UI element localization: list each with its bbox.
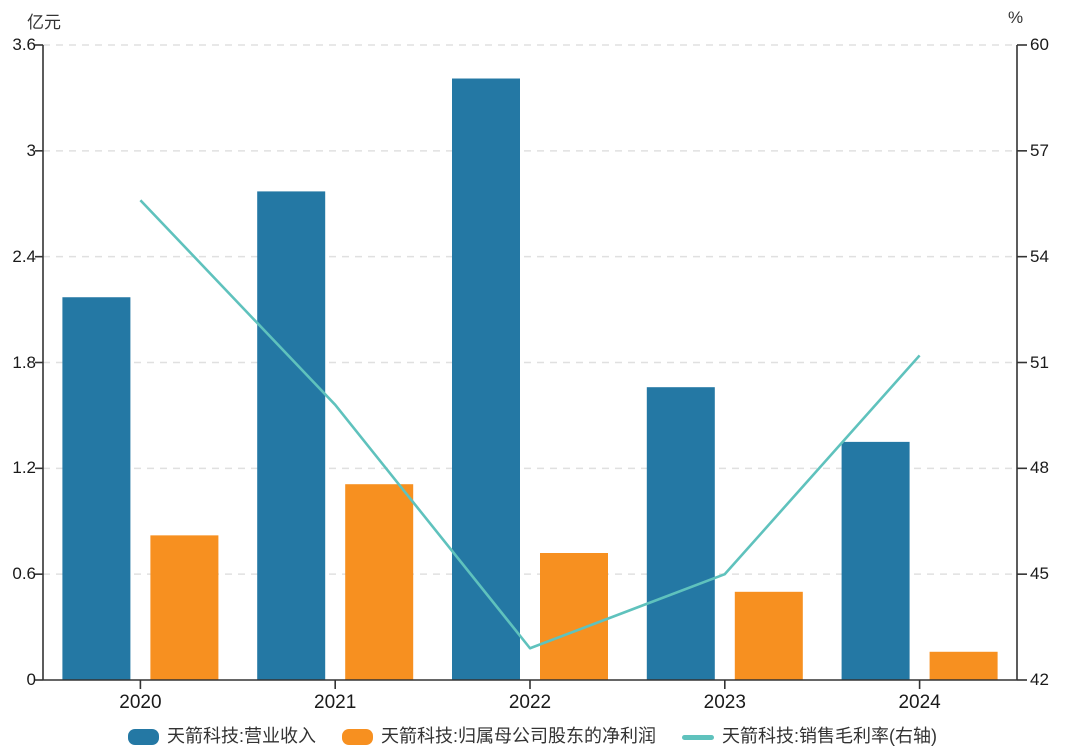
left-tick-label: 0: [26, 670, 36, 689]
revenue-bar-2022: [452, 78, 520, 680]
net-profit-legend-swatch: [342, 729, 373, 745]
legend-item-net-profit: 天箭科技:归属母公司股东的净利润: [342, 726, 656, 748]
left-tick-label: 0.6: [12, 564, 36, 584]
x-axis-label-2024: 2024: [898, 692, 941, 713]
right-tick-label: 57: [1030, 140, 1049, 160]
right-tick-label: 48: [1030, 458, 1049, 478]
x-axis-label-2020: 2020: [119, 692, 162, 713]
left-axis-title: 亿元: [27, 13, 61, 32]
net-profit-bar-2020: [150, 535, 219, 680]
right-tick-label: 51: [1030, 352, 1049, 372]
gross-margin-legend-label: 天箭科技:销售毛利率(右轴): [722, 726, 937, 747]
gross-margin-legend-line: [682, 734, 714, 740]
revenue-bar-2020: [62, 297, 131, 680]
left-tick-label: 1.2: [12, 458, 36, 478]
left-tick-label: 3.6: [12, 35, 36, 54]
net-profit-bar-2023: [734, 591, 803, 680]
revenue-legend-swatch: [127, 729, 159, 745]
legend-item-gross-margin: 天箭科技:销售毛利率(右轴): [682, 726, 937, 748]
right-tick-label: 60: [1030, 35, 1049, 54]
revenue-legend-label: 天箭科技:营业收入: [166, 726, 316, 747]
revenue-bar-2023: [646, 387, 715, 680]
revenue-bar-2021: [257, 191, 326, 680]
legend: 天箭科技:营业收入 天箭科技:归属母公司股东的净利润 天箭科技:销售毛利率(右轴…: [0, 722, 1065, 752]
x-axis-label-2022: 2022: [508, 692, 552, 713]
left-tick-label: 1.8: [12, 352, 36, 372]
left-tick-label: 3: [26, 140, 36, 160]
right-axis-title: %: [1008, 8, 1024, 27]
net-profit-bar-2022: [540, 553, 608, 680]
revenue-bar-2024: [841, 441, 910, 680]
right-tick-label: 54: [1030, 246, 1049, 266]
right-tick-label: 45: [1030, 564, 1049, 584]
gross-margin-line: [139, 199, 921, 650]
left-tick-label: 2.4: [12, 246, 36, 266]
x-axis-label-2021: 2021: [314, 692, 357, 713]
x-axis-label-2023: 2023: [703, 692, 746, 713]
net-profit-bar-2024: [929, 651, 998, 680]
net-profit-bar-2021: [345, 484, 414, 680]
net-profit-legend-label: 天箭科技:归属母公司股东的净利润: [381, 726, 656, 747]
right-tick-label: 42: [1030, 670, 1049, 689]
legend-item-revenue: 天箭科技:营业收入: [127, 726, 316, 748]
